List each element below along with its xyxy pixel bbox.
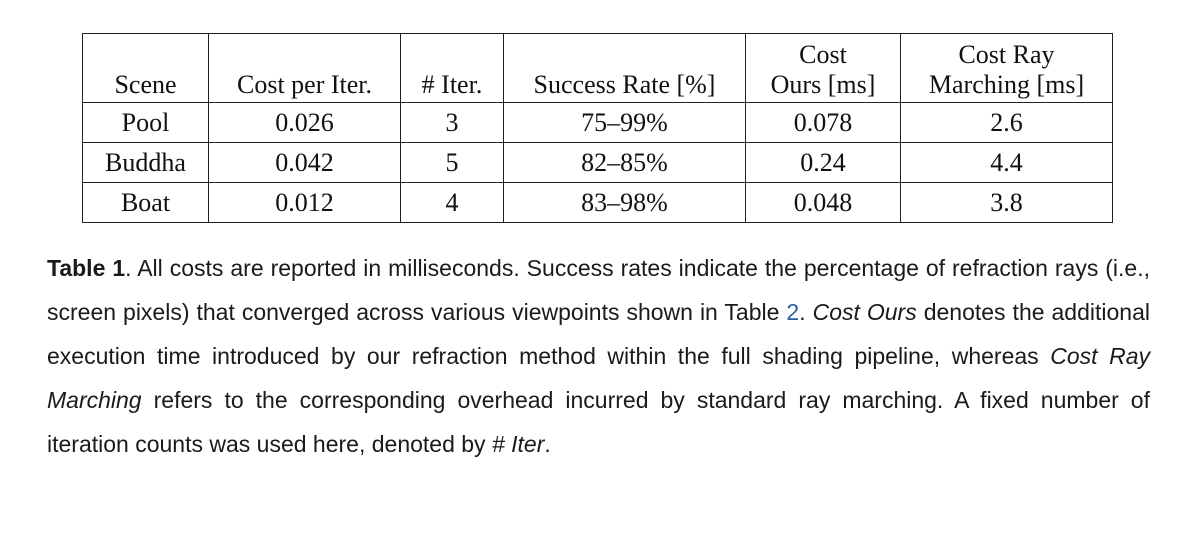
- table-cell: Buddha: [82, 142, 209, 183]
- header-cell: Success Rate [%]: [503, 33, 746, 103]
- caption-text: .: [544, 431, 551, 457]
- header-text: Cost per Iter.: [236, 70, 373, 99]
- table-cell: 0.042: [208, 142, 401, 183]
- table-row: Boat 0.012 4 83–98% 0.048 3.8: [82, 182, 1113, 223]
- table-cell: 3.8: [900, 182, 1113, 223]
- caption-text: Table 1: [47, 255, 126, 281]
- header-cell: Cost Ours [ms]: [745, 33, 901, 103]
- header-text: Ours [ms]: [770, 70, 876, 99]
- table-cell: 5: [400, 142, 504, 183]
- header-text: Cost Ray: [958, 40, 1055, 69]
- table-cell: Boat: [82, 182, 209, 223]
- table-cell: 82–85%: [503, 142, 746, 183]
- header-text: Marching [ms]: [928, 70, 1085, 99]
- table-row: Pool 0.026 3 75–99% 0.078 2.6: [82, 102, 1113, 143]
- header-cell: Cost Ray Marching [ms]: [900, 33, 1113, 103]
- results-table: Scene Cost per Iter. # Iter. Success Rate […: [82, 33, 1113, 223]
- header-text: # Iter.: [421, 70, 483, 99]
- table-cell: 4.4: [900, 142, 1113, 183]
- caption-text: denotes the additional execution time in…: [47, 299, 1150, 369]
- header-text: Cost: [799, 40, 847, 69]
- caption-text: . All costs are reported in milliseconds…: [47, 255, 1151, 325]
- table-caption: Table 1. All costs are reported in milli…: [47, 246, 1150, 466]
- header-cell: Cost per Iter.: [208, 33, 401, 103]
- table-row: Buddha 0.042 5 82–85% 0.24 4.4: [82, 142, 1113, 183]
- header-text: Scene: [114, 70, 177, 99]
- caption-text: .: [799, 299, 813, 325]
- table-cell: 75–99%: [503, 102, 746, 143]
- caption-text: refers to the corresponding overhead inc…: [47, 387, 1150, 457]
- header-cell: # Iter.: [400, 33, 504, 103]
- table-cell: 3: [400, 102, 504, 143]
- table-header: Scene Cost per Iter. # Iter. Success Rate […: [82, 33, 1113, 103]
- table-cell: 0.048: [745, 182, 901, 223]
- caption-text: # Iter: [491, 431, 545, 457]
- header-row: Scene Cost per Iter. # Iter. Success Rate […: [82, 33, 1113, 103]
- table-cell: 0.026: [208, 102, 401, 143]
- table-cell: 0.078: [745, 102, 901, 143]
- table-cell: 4: [400, 182, 504, 223]
- caption-text: 2: [786, 299, 800, 325]
- caption-text: Cost Ours: [812, 299, 917, 325]
- header-cell: Scene: [82, 33, 209, 103]
- table-cell: 83–98%: [503, 182, 746, 223]
- header-text: Success Rate [%]: [533, 70, 716, 99]
- table-cell: Pool: [82, 102, 209, 143]
- table-cell: 0.24: [745, 142, 901, 183]
- caption-text: Cost Ray Marching: [47, 343, 1150, 413]
- table-body: Pool 0.026 3 75–99% 0.078 2.6 Buddha 0.042 5 82–8…: [82, 102, 1113, 223]
- table-cell: 2.6: [900, 102, 1113, 143]
- table-cell: 0.012: [208, 182, 401, 223]
